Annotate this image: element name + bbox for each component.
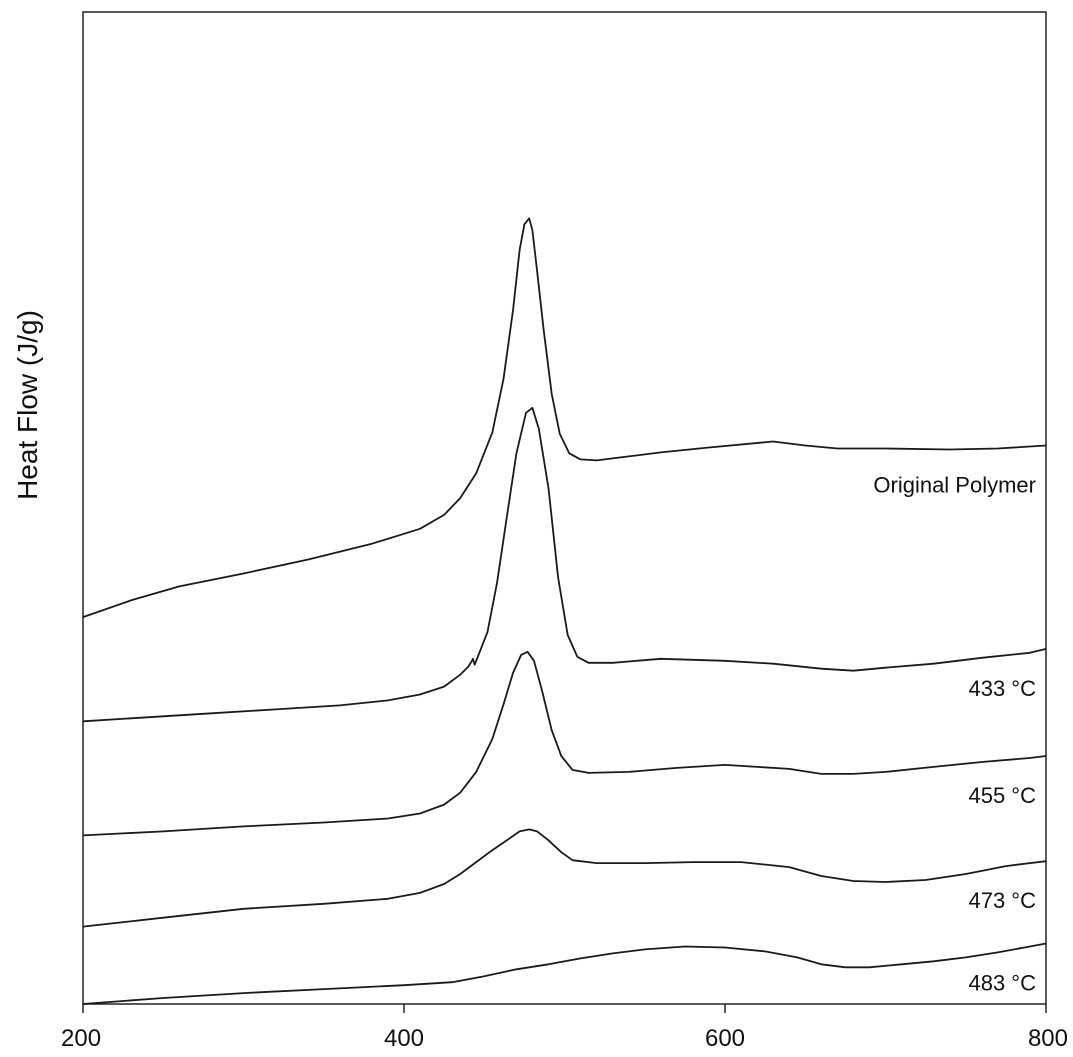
plot-frame xyxy=(82,11,1047,1005)
series-annotation-4: 483 °C xyxy=(968,970,1036,995)
y-axis-label-wrap: Heat Flow (J/g) xyxy=(4,190,52,620)
series-annotation-0: Original Polymer xyxy=(873,473,1036,498)
series-annotation-3: 473 °C xyxy=(968,888,1036,913)
series-line-3 xyxy=(82,828,1047,928)
x-tick-label: 400 xyxy=(384,1025,424,1052)
annotation-layer: Original Polymer 433 °C 455 °C 473 °C 483 °C xyxy=(873,473,1036,996)
y-axis-label: Heat Flow (J/g) xyxy=(12,310,44,500)
series-annotation-2: 455 °C xyxy=(968,783,1036,808)
series-annotation-1: 433 °C xyxy=(968,676,1036,701)
x-tick-label: 200 xyxy=(61,1025,101,1052)
x-tick-label: 800 xyxy=(1028,1025,1068,1052)
series-line-1 xyxy=(82,406,1047,723)
series-layer xyxy=(82,217,1047,1005)
series-line-0 xyxy=(82,217,1047,618)
series-line-2 xyxy=(82,650,1047,837)
x-axis: 200 400 600 800 xyxy=(61,1004,1068,1052)
series-line-4 xyxy=(82,942,1047,1005)
x-tick-label: 600 xyxy=(705,1025,745,1052)
